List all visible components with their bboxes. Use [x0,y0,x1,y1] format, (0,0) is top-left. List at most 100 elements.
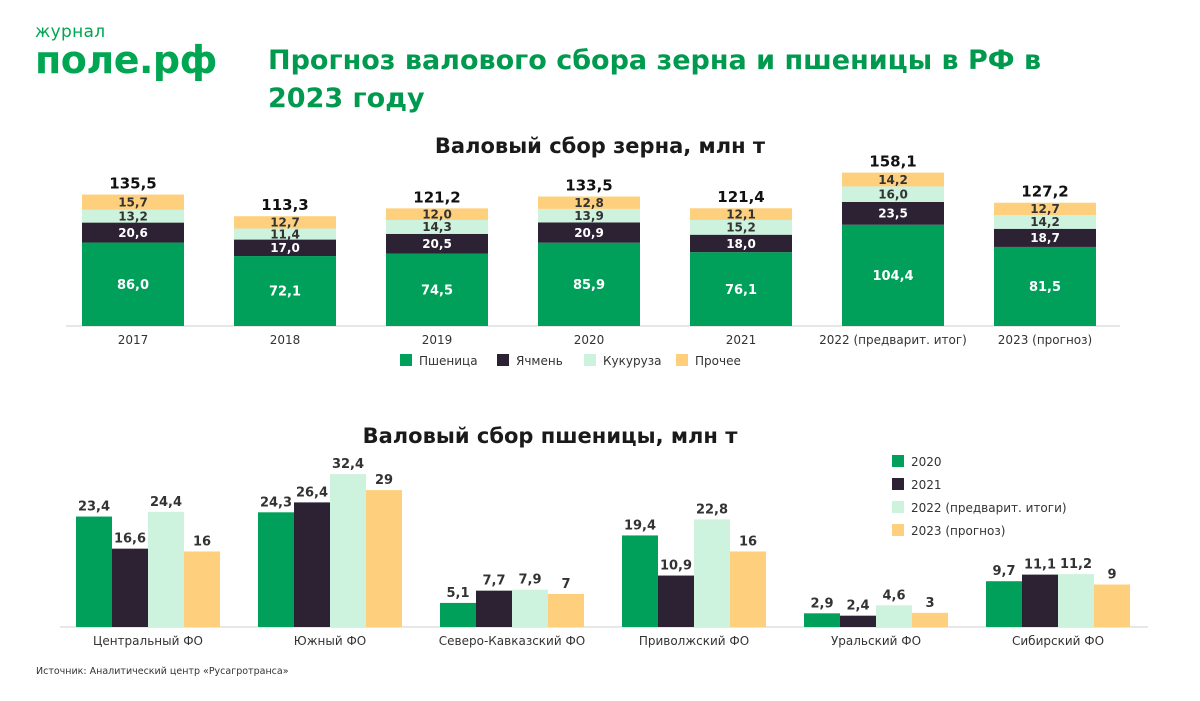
bar-wheat-1 [234,256,336,326]
region-label-1: Южный ФО [294,634,366,648]
wheat-bar-2020-2 [440,602,476,627]
wheat-bar-2020-4 [804,613,840,627]
label-barley-6: 18,7 [1030,231,1060,245]
wheat-legend-label-2022: 2022 (предварит. итоги) [911,501,1067,515]
label-barley-3: 20,9 [574,226,604,240]
wheat-label-2020-4: 2,9 [810,596,833,611]
bar-barley-0 [82,222,184,243]
wheat-bar-2020-5 [986,581,1022,627]
label-wheat-3: 85,9 [573,278,605,293]
wheat-bar-2022-0 [148,511,184,627]
wheat-chart-title: Валовый сбор пшеницы, млн т [362,424,738,448]
bar-barley-1 [234,239,336,257]
bar-barley-5 [842,201,944,225]
wheat-legend-swatch-2021 [892,478,904,490]
legend-label-wheat: Пшеница [419,354,478,368]
label-other-6: 12,7 [1030,202,1060,216]
wheat-label-2021-0: 16,6 [114,532,146,547]
source-note: Источник: Аналитический центр «Русагротр… [36,666,289,677]
bar-other-2 [386,208,488,220]
bar-corn-4 [690,219,792,235]
wheat-legend-swatch-2022 [892,501,904,513]
region-label-5: Сибирский ФО [1012,634,1104,648]
category-label-2: 2019 [422,333,453,347]
label-wheat-4: 76,1 [725,283,757,298]
bar-wheat-3 [538,242,640,326]
wheat-bar-2023-0 [184,551,220,627]
logo-small-text: журнал [35,22,106,42]
label-other-2: 12,0 [422,207,452,221]
legend-swatch-corn [584,354,596,366]
category-label-0: 2017 [118,333,149,347]
category-label-6: 2023 (прогноз) [998,333,1092,347]
legend-swatch-barley [497,354,509,366]
wheat-bar-2021-5 [1022,574,1058,627]
wheat-label-2020-2: 5,1 [446,586,469,601]
wheat-label-2022-4: 4,6 [882,588,905,603]
bar-other-0 [82,194,184,210]
category-label-4: 2021 [726,333,757,347]
bar-barley-4 [690,234,792,253]
wheat-label-2020-1: 24,3 [260,495,292,510]
label-other-0: 15,7 [118,195,148,209]
bar-wheat-0 [82,242,184,326]
bar-wheat-4 [690,252,792,326]
total-label-1: 113,3 [261,196,308,214]
label-wheat-6: 81,5 [1029,280,1061,295]
region-label-0: Центральный ФО [93,634,203,648]
region-label-3: Приволжский ФО [639,634,749,648]
label-barley-4: 18,0 [726,237,756,251]
wheat-bar-2021-0 [112,548,148,627]
wheat-label-2020-3: 19,4 [624,518,656,533]
wheat-label-2021-1: 26,4 [296,485,328,500]
label-barley-2: 20,5 [422,237,452,251]
bar-barley-6 [994,228,1096,247]
grain-chart-title: Валовый сбор зерна, млн т [434,134,766,158]
label-corn-6: 14,2 [1030,215,1060,229]
logo-main-text: поле.рф [35,38,217,82]
label-wheat-1: 72,1 [269,285,301,300]
wheat-label-2023-1: 29 [375,473,393,488]
legend-swatch-wheat [400,354,412,366]
legend-label-other: Прочее [695,354,741,368]
logo: журнал поле.рф [35,22,217,82]
label-corn-0: 13,2 [118,210,148,224]
label-barley-1: 17,0 [270,241,300,255]
wheat-legend-label-2023: 2023 (прогноз) [911,524,1005,538]
bar-other-4 [690,208,792,220]
total-label-2: 121,2 [413,188,460,206]
wheat-legend-swatch-2023 [892,524,904,536]
total-label-5: 158,1 [869,153,916,171]
label-wheat-5: 104,4 [872,269,913,284]
label-corn-5: 16,0 [878,187,908,201]
wheat-bar-2021-3 [658,575,694,627]
wheat-bar-2021-2 [476,590,512,627]
wheat-label-2021-4: 2,4 [846,599,869,614]
wheat-bar-2023-2 [548,593,584,627]
legend-swatch-other [676,354,688,366]
total-label-0: 135,5 [109,175,156,193]
label-wheat-2: 74,5 [421,284,453,299]
wheat-label-2021-2: 7,7 [482,574,505,589]
bar-other-3 [538,196,640,209]
bar-other-1 [234,216,336,229]
bar-wheat-2 [386,253,488,326]
bar-wheat-5 [842,224,944,326]
wheat-label-2023-3: 16 [739,534,757,549]
page-title: Прогноз валового сбора зерна и пшеницы в… [268,45,1042,114]
wheat-bar-2023-1 [366,490,402,627]
category-label-1: 2018 [270,333,301,347]
wheat-bar-2021-1 [294,502,330,627]
bar-corn-0 [82,209,184,223]
label-other-4: 12,1 [726,207,756,221]
wheat-label-2020-0: 23,4 [78,500,110,515]
wheat-bar-2020-0 [76,516,112,627]
bar-corn-1 [234,228,336,240]
wheat-label-2022-1: 32,4 [332,457,364,472]
wheat-bar-2022-5 [1058,574,1094,627]
label-other-1: 12,7 [270,216,300,230]
wheat-legend-label-2020: 2020 [911,455,942,469]
wheat-bar-2023-4 [912,612,948,627]
label-corn-1: 11,4 [270,227,300,241]
